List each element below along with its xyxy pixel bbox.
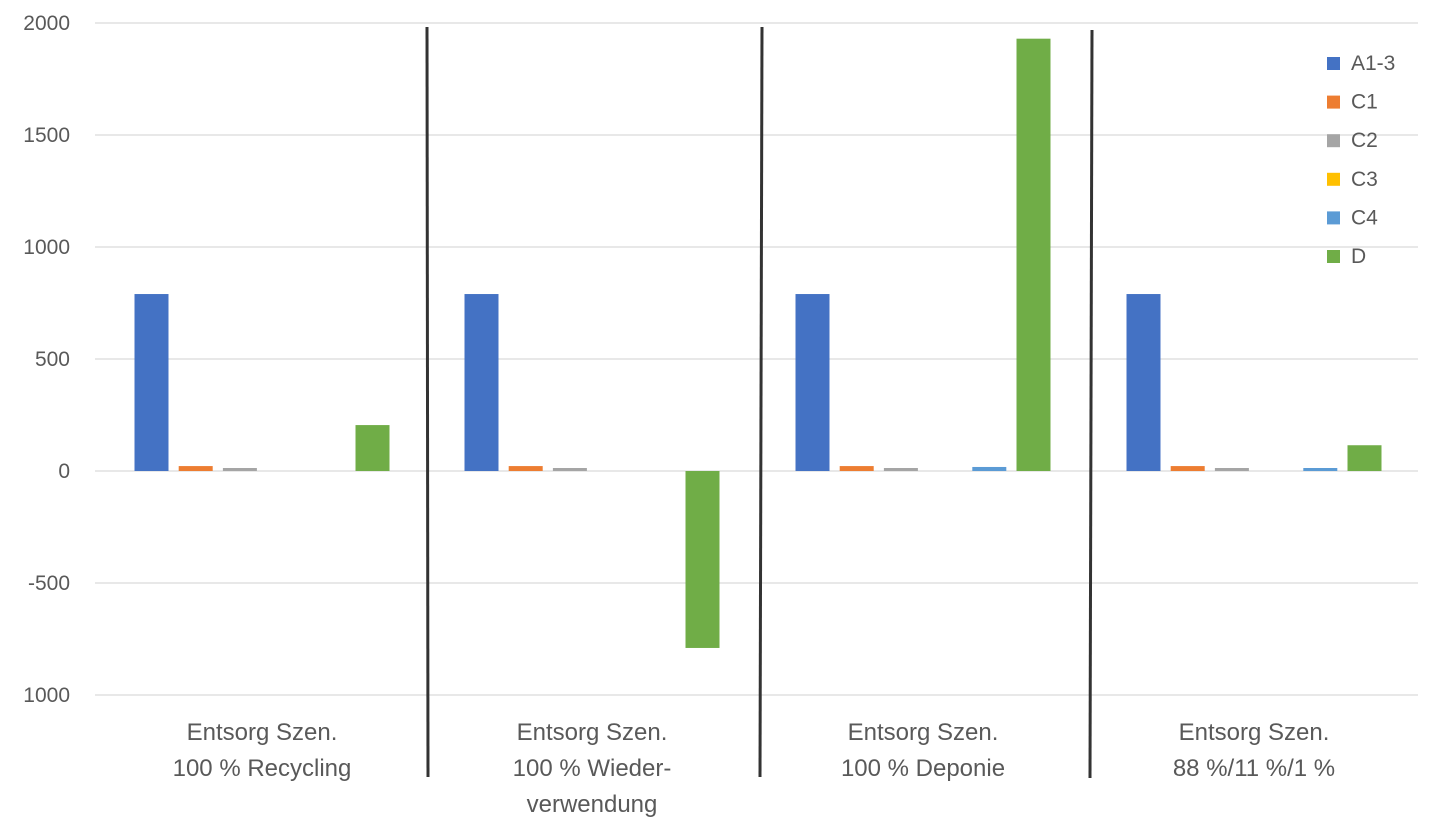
category-label: Entsorg Szen. — [517, 719, 668, 746]
bar-d-1 — [685, 471, 720, 648]
bar-c2-3 — [1214, 468, 1249, 471]
bars — [134, 38, 1382, 648]
bar-c2-0 — [222, 468, 257, 471]
y-tick-label: 1000 — [23, 684, 70, 707]
y-axis-tick-labels: 2000 1500 1000 500 0 -500 1000 — [23, 12, 70, 707]
category-label: 100 % Wieder- — [513, 755, 672, 782]
category-label: 100 % Recycling — [173, 755, 352, 782]
bar-a1-3-2 — [795, 294, 830, 471]
legend-label-c2: C2 — [1351, 129, 1378, 152]
gridlines — [95, 22, 1418, 696]
bar-c1-1 — [508, 466, 543, 471]
category-label: Entsorg Szen. — [187, 719, 338, 746]
category-labels: Entsorg Szen. 100 % Recycling Entsorg Szen… — [173, 719, 1336, 818]
y-tick-label: 2000 — [23, 12, 70, 35]
legend-swatch-c3 — [1327, 172, 1340, 186]
legend: A1-3 C1 C2 C3 C4 D — [1327, 52, 1395, 268]
y-tick-label: 1000 — [23, 236, 70, 259]
group-divider-1 — [758, 26, 764, 778]
bar-d-2 — [1016, 38, 1051, 472]
bar-c1-2 — [839, 466, 874, 471]
bar-c4-3 — [1303, 468, 1338, 471]
bar-d-0 — [355, 425, 390, 471]
legend-label-c3: C3 — [1351, 168, 1378, 191]
bar-c2-2 — [883, 468, 918, 471]
legend-label-a1-3: A1-3 — [1351, 52, 1395, 75]
category-label: Entsorg Szen. — [848, 719, 999, 746]
legend-swatch-a1-3 — [1327, 57, 1340, 70]
category-label: 100 % Deponie — [841, 755, 1005, 782]
y-tick-label: -500 — [28, 572, 70, 595]
bar-c4-2 — [972, 466, 1007, 471]
legend-label-d: D — [1351, 245, 1366, 268]
bar-a1-3-1 — [464, 294, 499, 471]
group-dividers — [425, 26, 1094, 779]
category-label: verwendung — [527, 791, 658, 818]
legend-swatch-c4 — [1327, 211, 1340, 225]
y-tick-label: 500 — [35, 348, 70, 371]
legend-label-c1: C1 — [1351, 91, 1378, 114]
bar-c1-0 — [178, 466, 213, 471]
bar-c2-1 — [552, 468, 587, 471]
group-divider-2 — [1088, 29, 1094, 779]
bar-a1-3-0 — [134, 294, 169, 471]
legend-swatch-c1 — [1327, 95, 1340, 109]
legend-swatch-c2 — [1327, 134, 1340, 148]
bar-c1-3 — [1170, 466, 1205, 471]
group-divider-0 — [425, 26, 430, 778]
category-label: Entsorg Szen. — [1179, 719, 1330, 746]
legend-swatch-d — [1327, 250, 1340, 263]
y-tick-label: 0 — [58, 460, 70, 483]
y-tick-label: 1500 — [23, 124, 70, 147]
category-label: 88 %/11 %/1 % — [1173, 755, 1335, 782]
bar-a1-3-3 — [1126, 294, 1161, 471]
legend-label-c4: C4 — [1351, 206, 1378, 229]
bar-d-3 — [1347, 445, 1382, 471]
